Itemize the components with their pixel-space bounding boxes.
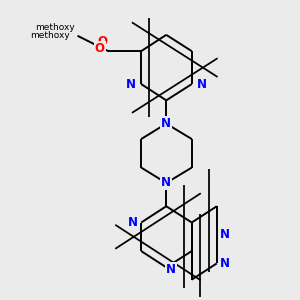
Text: H: H — [224, 262, 231, 272]
Text: O: O — [95, 41, 105, 55]
Text: N: N — [197, 78, 207, 91]
Text: N: N — [161, 117, 171, 130]
Text: methoxy: methoxy — [35, 23, 75, 32]
Text: N: N — [166, 263, 176, 276]
Text: N: N — [220, 228, 230, 241]
Text: N: N — [126, 78, 136, 91]
Text: N: N — [161, 176, 171, 190]
Text: O: O — [98, 35, 107, 48]
Text: methoxy: methoxy — [30, 31, 70, 40]
Text: N: N — [220, 257, 230, 270]
Text: N: N — [166, 263, 176, 276]
Text: N: N — [126, 78, 136, 91]
Text: N: N — [161, 117, 171, 130]
Text: O: O — [95, 41, 105, 55]
Text: N: N — [161, 176, 171, 190]
Text: N: N — [220, 257, 230, 270]
Text: N: N — [220, 228, 230, 241]
Text: N: N — [128, 216, 138, 229]
Text: N: N — [197, 78, 207, 91]
Text: N: N — [128, 216, 138, 229]
